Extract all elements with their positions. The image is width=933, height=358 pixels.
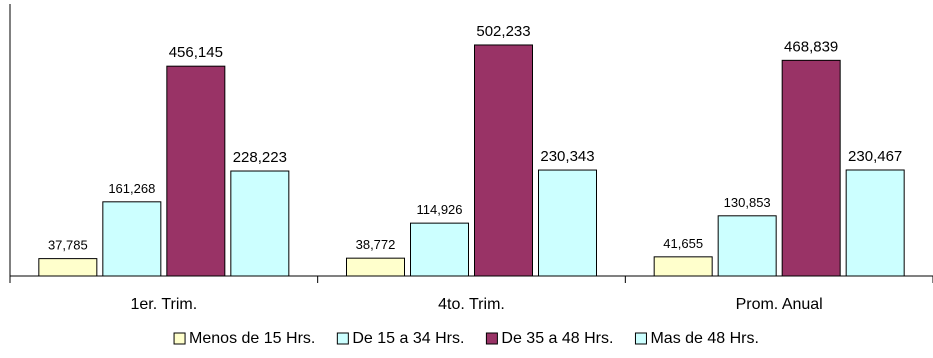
data-label: 38,772 [356, 237, 396, 252]
data-label: 468,839 [784, 38, 838, 55]
legend-label: De 15 a 34 Hrs. [352, 330, 464, 347]
bar [845, 169, 905, 277]
legend-swatch [336, 332, 349, 345]
bar [410, 222, 469, 277]
bar [346, 257, 405, 277]
legend-label: De 35 a 48 Hrs. [501, 330, 613, 347]
legend-label: Mas de 48 Hrs. [650, 330, 758, 347]
bar [781, 59, 841, 277]
bar [166, 65, 226, 277]
bar [538, 169, 597, 277]
legend: Menos de 15 Hrs. De 15 a 34 Hrs. De 35 a 4… [173, 330, 759, 347]
data-label: 130,853 [724, 195, 771, 210]
data-label: 161,268 [108, 181, 155, 196]
data-label: 41,655 [663, 236, 703, 251]
data-label: 114,926 [416, 202, 462, 217]
axes [9, 4, 933, 283]
bars [38, 44, 905, 277]
data-label: 37,785 [48, 238, 88, 253]
data-label: 456,145 [169, 44, 223, 61]
category-labels: 1er. Trim. 4to. Trim. Prom. Anual [130, 296, 822, 313]
bar [38, 258, 98, 277]
legend-swatch [485, 332, 498, 345]
bar [653, 256, 713, 277]
data-label: 230,343 [540, 148, 594, 165]
legend-swatch [634, 332, 647, 345]
data-label: 228,223 [233, 149, 287, 166]
bar [230, 170, 290, 277]
data-label: 230,467 [848, 148, 902, 165]
legend-swatch [173, 332, 186, 345]
bar [102, 201, 162, 277]
category-label: 4to. Trim. [438, 296, 505, 313]
bar [717, 215, 777, 277]
bar [474, 44, 533, 277]
category-label: Prom. Anual [736, 296, 823, 313]
category-label: 1er. Trim. [130, 296, 197, 313]
data-label: 502,233 [476, 23, 530, 40]
legend-label: Menos de 15 Hrs. [189, 330, 315, 347]
value-labels: 37,785 161,268 456,145 228,223 38,772 114,926… [48, 23, 902, 253]
